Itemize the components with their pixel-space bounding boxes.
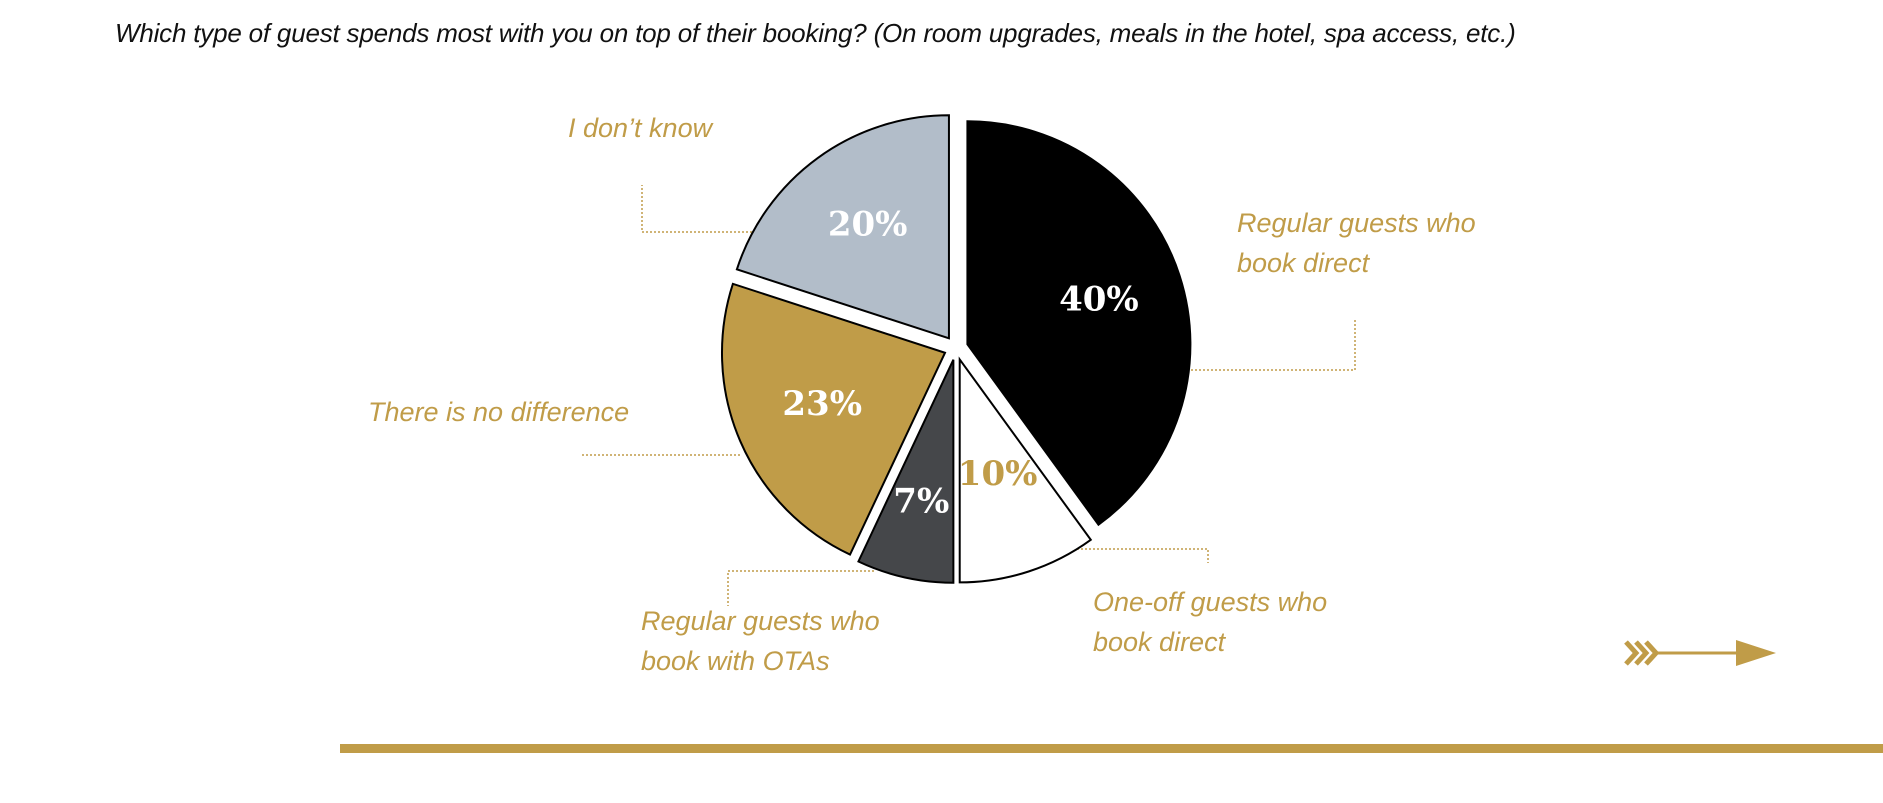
pie-slice	[735, 114, 950, 340]
percentage-labels: 40% 10%7% 23% 20%	[782, 204, 1138, 521]
bottom-gold-bar	[340, 744, 1883, 753]
pie-slice	[721, 282, 947, 556]
chart-question-title: Which type of guest spends most with you…	[115, 18, 1516, 48]
leader-line	[1155, 318, 1356, 371]
slice-category-label: I don’t know	[568, 113, 714, 143]
slice-percentage-label: 10%	[958, 454, 1038, 494]
triple-chevron-arrow-right-icon[interactable]	[1624, 636, 1779, 670]
slice-category-label: There is no difference	[368, 397, 629, 427]
pie-slices	[721, 114, 1192, 584]
category-labels: Regular guests who book direct One-off gue…	[368, 113, 1476, 676]
slice-category-label: Regular guests who book direct	[1237, 208, 1476, 278]
leader-line	[641, 185, 768, 233]
pie-slice	[857, 359, 955, 584]
slice-percentage-label: 7%	[893, 481, 949, 521]
pie-slice	[958, 356, 1093, 584]
slice-category-label: One-off guests who book direct	[1093, 587, 1327, 657]
slice-percentage-label: 23%	[782, 384, 862, 424]
leader-line	[727, 570, 874, 606]
slice-percentage-label: 40%	[1059, 280, 1139, 320]
slice-percentage-label: 20%	[828, 204, 908, 244]
slice-category-label: Regular guests who book with OTAs	[641, 606, 880, 676]
pie-slice	[966, 120, 1192, 527]
